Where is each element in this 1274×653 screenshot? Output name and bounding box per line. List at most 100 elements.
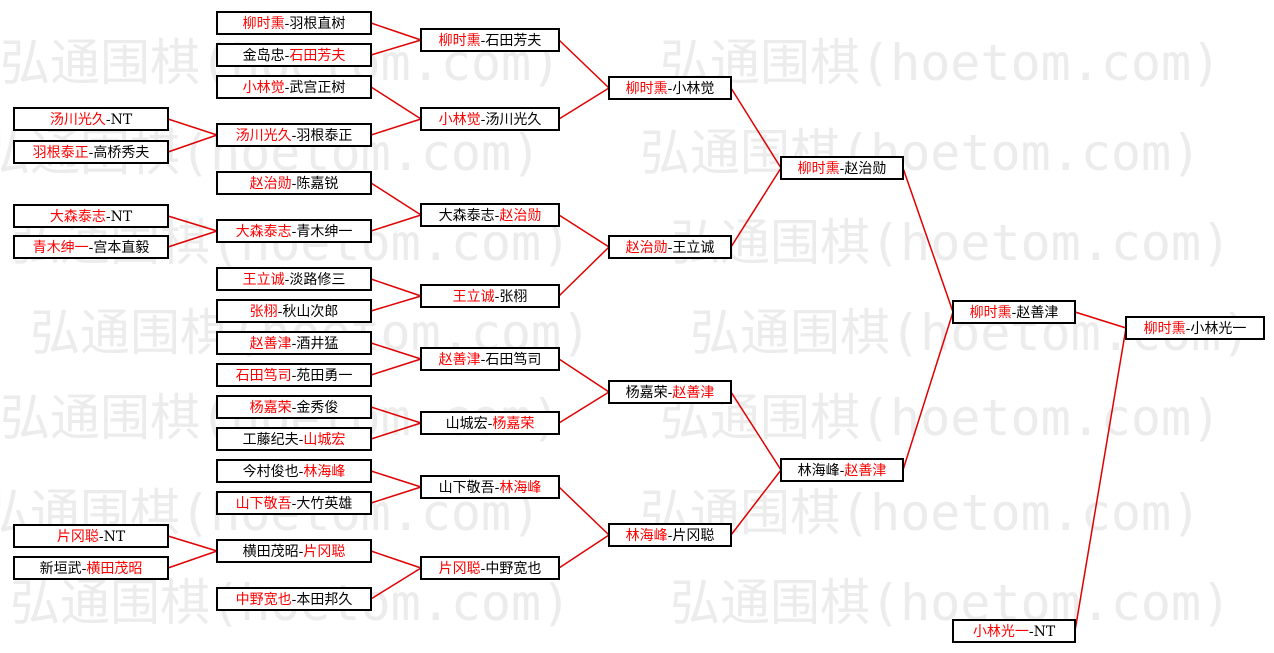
- match-box: 杨嘉荣-赵善津: [608, 380, 732, 404]
- connector: [558, 214, 610, 248]
- connector: [558, 246, 610, 297]
- player-name: 汤川光久: [50, 112, 106, 128]
- player-name: 张栩: [499, 289, 527, 305]
- player-name: 赵善津: [672, 385, 714, 401]
- connector: [558, 391, 610, 424]
- separator: -: [292, 368, 297, 384]
- player-name: 石田笃司: [236, 367, 292, 384]
- match-box: 小林光一-NT: [952, 619, 1076, 643]
- match-box: 片冈聪-中野宽也: [420, 556, 560, 580]
- separator: -: [106, 209, 111, 225]
- box-frame: [1125, 316, 1265, 340]
- connector: [1074, 327, 1127, 632]
- match-box: 柳时熏-小林觉: [608, 76, 732, 100]
- match-box: 柳时熏-小林光一: [1125, 316, 1265, 340]
- match-box: 赵善津-石田笃司: [420, 347, 560, 371]
- match-box: 大森泰志-NT: [13, 204, 169, 228]
- match-box: 赵善津-酒井猛: [216, 331, 372, 355]
- match-box: 中野宽也-本田邦久: [216, 587, 372, 611]
- player-name: NT: [104, 529, 126, 545]
- player-name: 赵治勋: [844, 161, 886, 177]
- match-box: 山城宏-杨嘉荣: [420, 411, 560, 435]
- match-label: 赵善津-石田笃司: [439, 351, 542, 368]
- box-frame: [216, 43, 372, 67]
- box-frame: [780, 156, 904, 180]
- match-label: 赵善津-酒井猛: [250, 336, 339, 352]
- match-label: 汤川光久-NT: [50, 112, 133, 128]
- match-box: 石田笃司-苑田勇一: [216, 363, 372, 387]
- player-name: 林海峰: [626, 528, 668, 544]
- separator: -: [292, 336, 297, 352]
- connector: [370, 470, 422, 488]
- box-frame: [608, 380, 732, 404]
- player-name: 小林觉: [243, 80, 285, 96]
- player-name: 横田茂昭: [86, 560, 142, 577]
- connector: [167, 215, 218, 232]
- connector: [167, 550, 218, 569]
- match-label: 工藤纪夫-山城宏: [243, 432, 346, 448]
- player-name: 今村俊也: [243, 464, 299, 480]
- player-name: 王立诚: [672, 240, 714, 256]
- connector: [370, 118, 422, 136]
- player-name: 杨嘉荣: [626, 385, 668, 401]
- player-name: 柳时熏: [970, 304, 1012, 321]
- box-frame: [13, 140, 169, 164]
- connector: [730, 391, 782, 471]
- match-box: 小林觉-汤川光久: [420, 107, 560, 131]
- separator: -: [495, 289, 500, 305]
- connector: [902, 311, 954, 471]
- separator: -: [495, 208, 500, 224]
- separator: -: [1186, 321, 1191, 337]
- separator: -: [488, 416, 493, 432]
- player-name: 青木绅一: [296, 224, 352, 240]
- match-box: 王立诚-张栩: [420, 284, 560, 308]
- connector: [370, 550, 422, 569]
- connector: [558, 486, 610, 536]
- connector: [370, 342, 422, 360]
- player-name: 赵善津: [439, 352, 481, 368]
- match-label: 汤川光久-羽根泰正: [236, 128, 353, 144]
- player-name: 杨嘉荣: [250, 400, 292, 416]
- watermark: 弘通围棋(hoetom.com): [660, 34, 1221, 92]
- player-name: 中野宽也: [236, 591, 292, 608]
- separator: -: [292, 224, 297, 240]
- separator: -: [89, 240, 94, 256]
- box-frame: [216, 363, 372, 387]
- box-frame: [13, 107, 169, 131]
- box-frame: [420, 203, 560, 227]
- separator: -: [89, 145, 94, 161]
- player-name: 金岛忠: [243, 48, 285, 64]
- connector: [730, 87, 782, 169]
- box-frame: [216, 267, 372, 291]
- player-name: 金秀俊: [296, 400, 338, 416]
- player-name: 本田邦久: [296, 592, 352, 608]
- player-name: 苑田勇一: [296, 368, 352, 384]
- connector: [167, 535, 218, 552]
- match-label: 张栩-秋山次郎: [250, 304, 339, 320]
- player-name: 大森泰志: [50, 209, 106, 225]
- player-name: NT: [111, 112, 133, 128]
- match-label: 大森泰志-NT: [50, 209, 133, 225]
- player-name: 大竹英雄: [296, 495, 352, 512]
- separator: -: [278, 304, 283, 320]
- match-label: 林海峰-片冈聪: [626, 528, 715, 544]
- separator: -: [1029, 624, 1034, 640]
- box-frame: [13, 556, 169, 580]
- box-frame: [216, 587, 372, 611]
- match-label: 王立诚-淡路修三: [243, 272, 346, 288]
- match-box: 今村俊也-林海峰: [216, 459, 372, 483]
- match-label: 片冈聪-中野宽也: [439, 560, 542, 577]
- match-label: 杨嘉荣-赵善津: [626, 385, 715, 401]
- connector: [370, 182, 422, 216]
- player-name: 赵善津: [1016, 305, 1058, 321]
- connector: [370, 358, 422, 376]
- separator: -: [285, 48, 290, 64]
- player-name: 中野宽也: [485, 560, 541, 577]
- match-box: 张栩-秋山次郎: [216, 299, 372, 323]
- watermark: 弘通围棋(hoetom.com): [670, 574, 1231, 632]
- box-frame: [952, 619, 1076, 643]
- player-name: 青木绅一: [33, 240, 89, 256]
- player-name: 赵善津: [250, 336, 292, 352]
- player-name: 羽根泰正: [33, 145, 89, 161]
